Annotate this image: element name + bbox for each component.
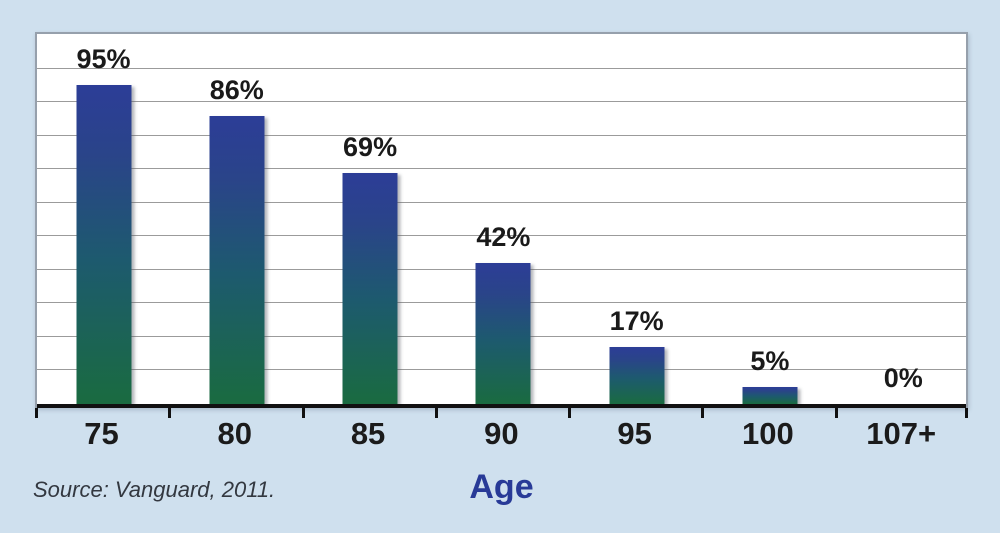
bar [609,346,665,404]
bar-column: 17% [570,35,703,404]
bar-value-label: 42% [476,222,531,253]
axis-tick [568,408,572,418]
bar-value-label: 5% [750,346,790,377]
bar-column: 69% [304,35,437,404]
bar [742,387,798,404]
axis-tick [834,408,838,418]
gridline [37,101,966,103]
gridline [37,168,966,170]
x-tick-label: 107+ [866,416,937,451]
bar [209,115,265,404]
bar [76,85,131,404]
x-tick-label: 85 [350,416,386,451]
axis-tick [168,408,172,418]
x-axis-line [37,404,966,408]
source-note: Source: Vanguard, 2011. [33,477,276,502]
bar-value-label: 0% [883,363,923,393]
bar-value-label: 69% [343,131,398,162]
x-axis-tick-labels: 75 80 85 90 95 100 107+ [35,416,968,452]
gridline [37,201,966,203]
plot-area: 95% 86% 69% 42% 17% 5% 0% [35,32,968,408]
bar-value-label: 86% [209,74,264,105]
x-tick-label: 90 [484,416,519,451]
axis-tick [35,408,38,418]
x-tick-label: 75 [84,416,119,451]
x-tick-label: 100 [742,416,794,451]
gridline [37,134,966,136]
bar [342,172,398,404]
axis-tick [301,408,305,418]
bar-column: 5% [703,35,836,404]
bar [475,263,531,404]
bar-column: 0% [837,35,970,404]
bar-column: 42% [437,35,570,404]
x-tick-label: 80 [217,416,253,451]
axis-tick [434,408,438,418]
gridline [37,67,966,69]
bar-value-label: 17% [609,305,664,336]
x-tick-label: 95 [617,416,652,451]
axis-tick [701,408,705,418]
axis-tick [965,408,968,418]
gridline [37,235,966,237]
x-axis-title: Age [469,468,534,506]
bar-value-label: 95% [76,44,131,75]
bar-column: 95% [37,35,170,404]
bar-column: 86% [170,35,303,404]
